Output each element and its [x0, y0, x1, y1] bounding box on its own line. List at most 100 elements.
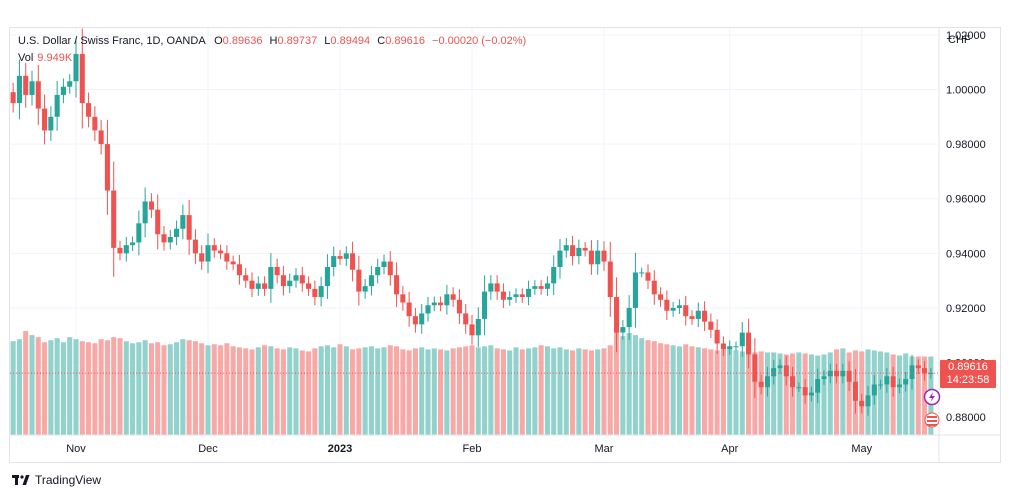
candle-body [130, 242, 136, 246]
candle-body [218, 250, 224, 254]
tradingview-brand[interactable]: TradingView [12, 473, 101, 487]
volume-bar [42, 342, 48, 435]
volume-bar [777, 353, 783, 435]
symbol-title[interactable]: U.S. Dollar / Swiss Franc, 1D, OANDA [18, 35, 206, 47]
time-tick-label: 2023 [328, 443, 352, 455]
candle-body [739, 332, 745, 347]
candle-body [626, 307, 632, 328]
volume-bar [796, 352, 802, 435]
candle-body [796, 387, 802, 389]
volume-label[interactable]: Vol [18, 52, 34, 64]
volume-bar [708, 349, 714, 435]
ohlc-legend: U.S. Dollar / Swiss Franc, 1D, OANDA O0.… [18, 35, 526, 47]
candle-body [180, 215, 186, 229]
candle-body [192, 239, 198, 254]
currency-label[interactable]: CHF [948, 34, 971, 46]
candle-body [431, 302, 437, 306]
volume-bar [884, 352, 890, 435]
candle-body [60, 86, 66, 95]
volume-bar [73, 339, 79, 435]
candle-body [167, 236, 173, 243]
volume-bar [387, 345, 393, 435]
volume-bar [507, 350, 513, 435]
candle-body [651, 280, 657, 295]
high-label: H [269, 35, 278, 47]
candle-body [350, 253, 356, 270]
volume-bar [318, 346, 324, 435]
tradingview-logo-icon [12, 474, 30, 485]
volume-bar [192, 341, 198, 435]
candle-body [356, 269, 362, 292]
candle-body [595, 250, 601, 265]
price-tick-label: 0.88000 [946, 412, 986, 424]
candle-body [400, 294, 406, 303]
volume-bar [538, 345, 544, 435]
candle-body [915, 365, 921, 369]
candle-body [852, 381, 858, 401]
candle-body [871, 384, 877, 396]
candle-body [840, 370, 846, 377]
volume-bar [362, 347, 368, 435]
volume-bar [287, 347, 293, 435]
candle-body [708, 321, 714, 330]
time-scale[interactable]: Nov Dec 2023 Feb Mar Apr May [66, 443, 872, 455]
candle-body [419, 313, 425, 325]
volume-bar [639, 338, 645, 435]
volume-bar [582, 349, 588, 435]
candle-body [620, 327, 626, 333]
candle-body [444, 294, 450, 306]
candle-body [381, 261, 387, 268]
volume-bar [513, 347, 519, 435]
volume-bar [720, 348, 726, 435]
low-value: 0.89494 [330, 35, 371, 47]
volume-bar [840, 348, 846, 435]
candle-body [909, 365, 915, 380]
candle-body [54, 94, 60, 117]
volume-bar [431, 348, 437, 435]
volume-bar [155, 342, 161, 435]
volume-bar [299, 350, 305, 435]
alert-icon[interactable] [923, 388, 941, 406]
volume-bar [142, 340, 148, 435]
candle-body [456, 299, 462, 314]
volume-bar [356, 348, 362, 435]
candle-body [148, 201, 154, 210]
volume-bar [381, 347, 387, 435]
candle-body [287, 280, 293, 287]
candle-body [123, 245, 129, 254]
candle-body [576, 247, 582, 257]
open-value: 0.89636 [222, 35, 263, 47]
volume-bar [60, 342, 66, 435]
volume-bars [10, 330, 934, 435]
candle-body [463, 313, 469, 325]
volume-bar [186, 340, 192, 435]
candle-body [111, 190, 117, 248]
candle-body [670, 307, 676, 311]
chart-frame[interactable] [9, 27, 1001, 463]
candle-body [318, 286, 324, 298]
candle-body [928, 372, 934, 374]
volume-bar [903, 353, 909, 435]
candle-body [243, 275, 249, 281]
candle-body [695, 310, 701, 319]
candle-body [35, 81, 41, 109]
volume-bar [475, 347, 481, 435]
volume-bar [689, 346, 695, 435]
candle-body [714, 329, 720, 344]
candle-body [425, 305, 431, 314]
candle-body [387, 261, 393, 276]
volume-bar [224, 343, 230, 435]
candle-body [482, 291, 488, 319]
time-tick-label: Nov [66, 443, 86, 455]
candle-body [104, 144, 110, 191]
candle-body [469, 324, 475, 336]
candle-body [331, 256, 337, 268]
volume-bar [714, 350, 720, 435]
candle-body [337, 256, 343, 259]
open-label: O [214, 35, 223, 47]
volume-bar [104, 340, 110, 435]
candle-body [702, 310, 708, 322]
volume-bar [368, 346, 374, 435]
candle-body [205, 245, 211, 262]
